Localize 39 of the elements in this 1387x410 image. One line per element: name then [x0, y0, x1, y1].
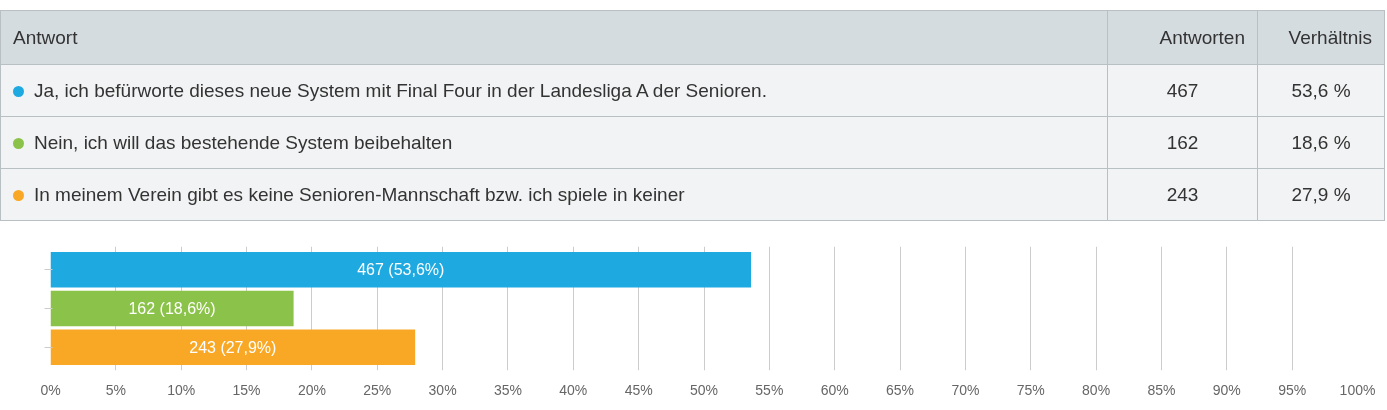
data-label: 162 (18,6%) — [128, 300, 216, 317]
x-tick-label: 85% — [1147, 381, 1176, 398]
text: Antworten — [1107, 10, 1258, 65]
text: In meinem Verein gibt es keine Senioren-Mannschaft bzw. ich spiele in keiner — [0, 168, 1108, 221]
x-tick-label: 45% — [624, 381, 653, 398]
x-tick-label: 50% — [689, 381, 719, 398]
x-tick-label: 60% — [820, 381, 849, 398]
text: Verhältnis — [1257, 10, 1385, 65]
data-label: 467 (53,6%) — [357, 261, 445, 279]
bar — [50, 251, 752, 288]
text: 467 — [1107, 64, 1258, 117]
bar — [50, 329, 416, 366]
text: 162 — [1107, 116, 1258, 169]
data-label: 243 (27,9%) — [189, 338, 277, 356]
x-tick-label: 75% — [1016, 381, 1045, 398]
text: Nein, ich will das bestehende System beibehalten — [0, 116, 1108, 169]
x-tick-label: 70% — [951, 381, 980, 398]
x-tick-label: 100% — [1339, 381, 1376, 398]
x-tick-label: 40% — [559, 381, 588, 398]
text: 53,6 % — [1257, 64, 1385, 117]
x-tick-label: 10% — [167, 381, 196, 398]
x-tick-label: 80% — [1082, 381, 1111, 398]
x-tick-label: 15% — [232, 381, 261, 398]
x-tick-label: 5% — [105, 381, 126, 398]
x-tick-label: 25% — [363, 381, 392, 398]
text: 18,6 % — [1257, 116, 1385, 169]
x-tick-label: 65% — [886, 381, 915, 398]
x-tick-label: 20% — [297, 381, 326, 398]
text: 27,9 % — [1257, 168, 1385, 221]
x-tick-label: 30% — [428, 381, 457, 398]
x-tick-label: 0% — [40, 381, 61, 398]
x-tick-label: 90% — [1212, 381, 1241, 398]
x-tick-label: 55% — [755, 381, 784, 398]
text: Ja, ich befürworte dieses neue System mit Final Four in der Landesliga A der Senioren. — [0, 64, 1108, 117]
bar — [50, 290, 294, 327]
x-tick-label: 35% — [493, 381, 522, 398]
text: Antwort — [0, 10, 1108, 65]
text: 243 — [1107, 168, 1258, 221]
x-tick-label: 95% — [1278, 381, 1307, 398]
